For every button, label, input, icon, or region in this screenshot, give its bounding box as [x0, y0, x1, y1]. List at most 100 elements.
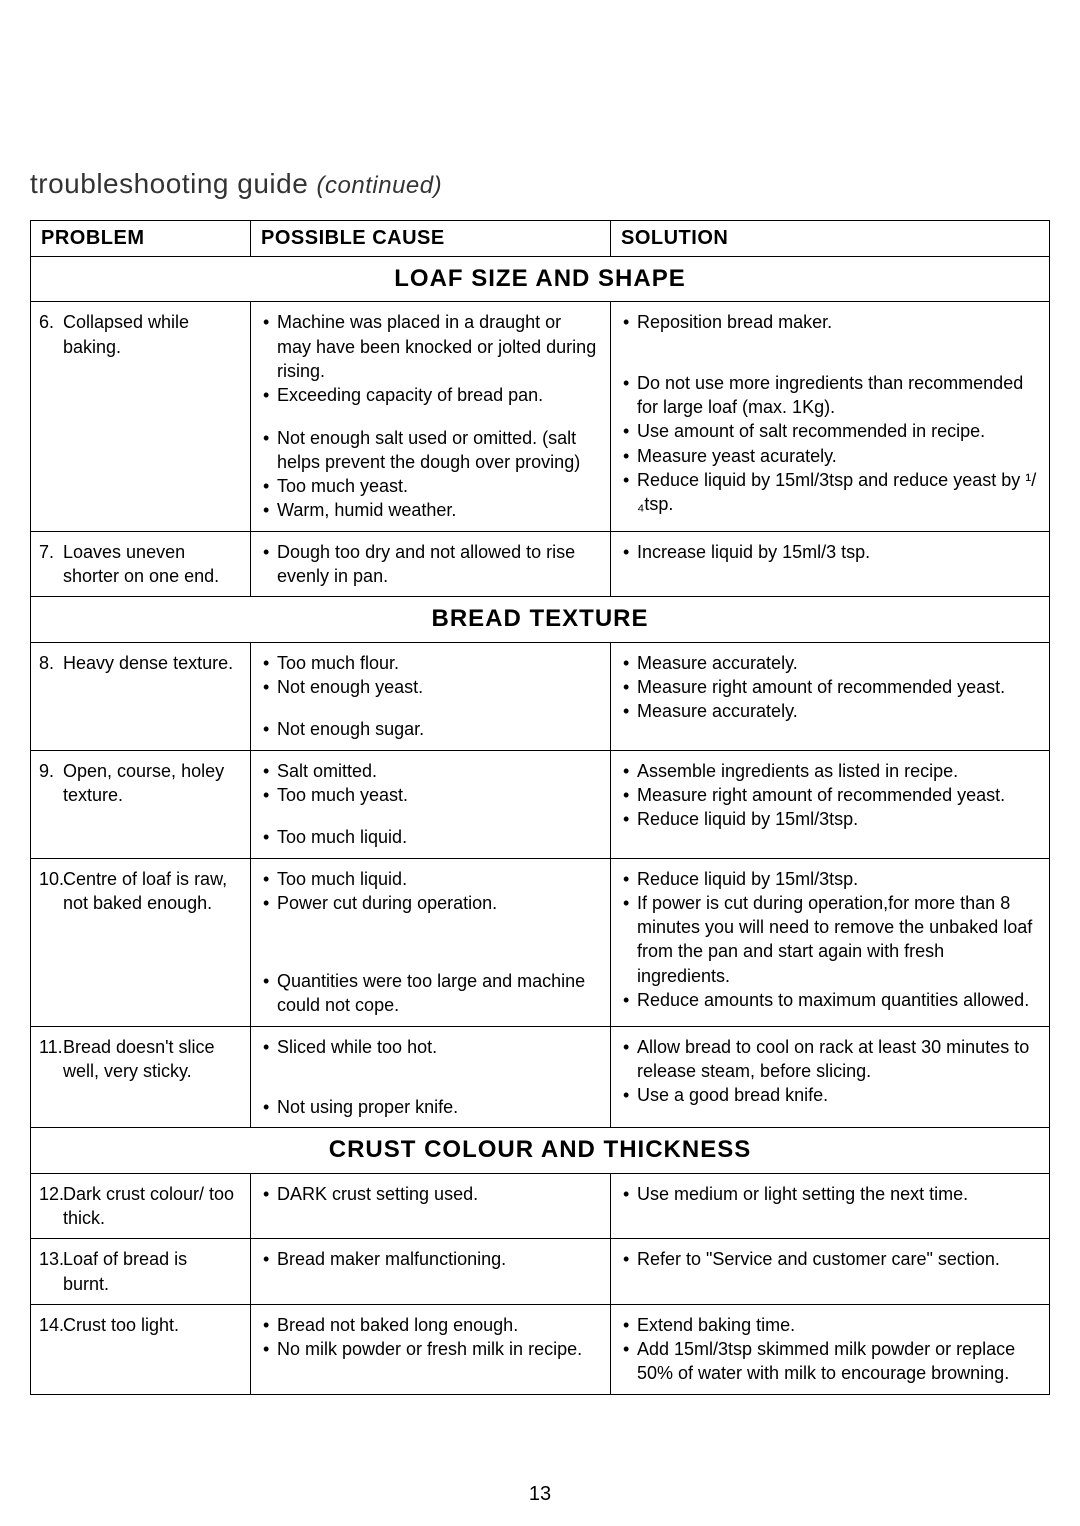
page-title: troubleshooting guide (continued) [30, 168, 1050, 200]
bullet-item: Reposition bread maker. [621, 310, 1039, 334]
bullet-item: Measure accurately. [621, 699, 1039, 723]
bullet-item: Not using proper knife. [261, 1095, 600, 1119]
solution-cell: Assemble ingredients as listed in recipe… [611, 750, 1050, 858]
header-solution: SOLUTION [611, 221, 1050, 257]
bullet-list: Refer to "Service and customer care" sec… [621, 1247, 1039, 1271]
bullet-list: Increase liquid by 15ml/3 tsp. [621, 540, 1039, 564]
problem-text: Loaves uneven shorter on one end. [63, 540, 236, 589]
bullet-list: Bread maker malfunctioning. [261, 1247, 600, 1271]
page-number: 13 [529, 1483, 551, 1506]
solution-cell: Use medium or light setting the next tim… [611, 1173, 1050, 1239]
problem-number: 7. [39, 540, 63, 564]
solution-cell: Increase liquid by 15ml/3 tsp. [611, 531, 1050, 597]
bullet-item: Exceeding capacity of bread pan. [261, 383, 600, 407]
bullet-item: Salt omitted. [261, 759, 600, 783]
bullet-list: Reduce liquid by 15ml/3tsp.If power is c… [621, 867, 1039, 1013]
bullet-item: DARK crust setting used. [261, 1182, 600, 1206]
bullet-list: Too much liquid.Power cut during operati… [261, 867, 600, 1018]
bullet-item: Too much yeast. [261, 474, 600, 498]
problem-text: Crust too light. [63, 1313, 236, 1337]
bullet-item: Extend baking time. [621, 1313, 1039, 1337]
bullet-item: Dough too dry and not allowed to rise ev… [261, 540, 600, 589]
table-row: 7.Loaves uneven shorter on one end.Dough… [31, 531, 1050, 597]
bullet-item: Measure right amount of recommended yeas… [621, 783, 1039, 807]
bullet-item: Do not use more ingredients than recomme… [621, 371, 1039, 420]
problem-number: 11. [39, 1035, 63, 1059]
bullet-item: Quantities were too large and machine co… [261, 969, 600, 1018]
bullet-item: Measure right amount of recommended yeas… [621, 675, 1039, 699]
problem-cell: 14.Crust too light. [31, 1304, 251, 1394]
section-header: BREAD TEXTURE [31, 597, 1050, 642]
bullet-list: Dough too dry and not allowed to rise ev… [261, 540, 600, 589]
table-row: 11.Bread doesn't slice well, very sticky… [31, 1026, 1050, 1128]
bullet-list: Allow bread to cool on rack at least 30 … [621, 1035, 1039, 1108]
bullet-item: Power cut during operation. [261, 891, 600, 915]
bullet-item: No milk powder or fresh milk in recipe. [261, 1337, 600, 1361]
solution-cell: Reduce liquid by 15ml/3tsp.If power is c… [611, 858, 1050, 1026]
bullet-item: If power is cut during operation,for mor… [621, 891, 1039, 988]
bullet-item: Measure yeast acurately. [621, 444, 1039, 468]
problem-text: Collapsed while baking. [63, 310, 236, 359]
bullet-item: Too much liquid. [261, 825, 600, 849]
bullet-item: Increase liquid by 15ml/3 tsp. [621, 540, 1039, 564]
solution-cell: Allow bread to cool on rack at least 30 … [611, 1026, 1050, 1128]
problem-number: 6. [39, 310, 63, 334]
bullet-item: Sliced while too hot. [261, 1035, 600, 1059]
problem-text: Dark crust colour/ too thick. [63, 1182, 236, 1231]
bullet-list: Use medium or light setting the next tim… [621, 1182, 1039, 1206]
bullet-list: Measure accurately.Measure right amount … [621, 651, 1039, 724]
bullet-list: Reposition bread maker. Do not use more i… [621, 310, 1039, 516]
problem-number: 13. [39, 1247, 63, 1271]
table-row: 12.Dark crust colour/ too thick. DARK cru… [31, 1173, 1050, 1239]
section-header: LOAF SIZE AND SHAPE [31, 257, 1050, 302]
cause-cell: DARK crust setting used. [251, 1173, 611, 1239]
problem-number: 10. [39, 867, 63, 891]
problem-number: 8. [39, 651, 63, 675]
cause-cell: Machine was placed in a draught or may h… [251, 302, 611, 531]
bullet-list: Salt omitted.Too much yeast.Too much liq… [261, 759, 600, 850]
problem-text: Centre of loaf is raw, not baked enough. [63, 867, 236, 916]
cause-cell: Sliced while too hot. Not using proper kn… [251, 1026, 611, 1128]
header-cause: POSSIBLE CAUSE [251, 221, 611, 257]
bullet-item: Bread maker malfunctioning. [261, 1247, 600, 1271]
bullet-item: Not enough yeast. [261, 675, 600, 699]
solution-cell: Measure accurately.Measure right amount … [611, 642, 1050, 750]
title-main: troubleshooting guide [30, 168, 317, 199]
bullet-item: Not enough sugar. [261, 717, 600, 741]
problem-number: 12. [39, 1182, 63, 1206]
bullet-list: Extend baking time.Add 15ml/3tsp skimmed… [621, 1313, 1039, 1386]
problem-text: Loaf of bread is burnt. [63, 1247, 236, 1296]
table-row: 6.Collapsed while baking.Machine was pla… [31, 302, 1050, 531]
problem-cell: 6.Collapsed while baking. [31, 302, 251, 531]
bullet-list: DARK crust setting used. [261, 1182, 600, 1206]
bullet-list: Machine was placed in a draught or may h… [261, 310, 600, 522]
problem-cell: 8.Heavy dense texture. [31, 642, 251, 750]
bullet-item: Bread not baked long enough. [261, 1313, 600, 1337]
section-header: CRUST COLOUR AND THICKNESS [31, 1128, 1050, 1173]
bullet-item: Reduce liquid by 15ml/3tsp and reduce ye… [621, 468, 1039, 517]
problem-text: Bread doesn't slice well, very sticky. [63, 1035, 236, 1084]
cause-cell: Dough too dry and not allowed to rise ev… [251, 531, 611, 597]
problem-cell: 9.Open, course, holey texture. [31, 750, 251, 858]
bullet-item: Allow bread to cool on rack at least 30 … [621, 1035, 1039, 1084]
troubleshooting-table: PROBLEM POSSIBLE CAUSE SOLUTION LOAF SIZ… [30, 220, 1050, 1395]
bullet-item: Refer to "Service and customer care" sec… [621, 1247, 1039, 1271]
cause-cell: Too much liquid.Power cut during operati… [251, 858, 611, 1026]
bullet-item: Use amount of salt recommended in recipe… [621, 419, 1039, 443]
problem-number: 9. [39, 759, 63, 783]
problem-cell: 10.Centre of loaf is raw, not baked enou… [31, 858, 251, 1026]
bullet-item: Assemble ingredients as listed in recipe… [621, 759, 1039, 783]
bullet-item: Add 15ml/3tsp skimmed milk powder or rep… [621, 1337, 1039, 1386]
bullet-item: Measure accurately. [621, 651, 1039, 675]
bullet-item: Use a good bread knife. [621, 1083, 1039, 1107]
problem-number: 14. [39, 1313, 63, 1337]
problem-text: Heavy dense texture. [63, 651, 236, 675]
bullet-item: Machine was placed in a draught or may h… [261, 310, 600, 383]
solution-cell: Reposition bread maker. Do not use more i… [611, 302, 1050, 531]
bullet-list: Bread not baked long enough.No milk powd… [261, 1313, 600, 1362]
problem-cell: 12.Dark crust colour/ too thick. [31, 1173, 251, 1239]
bullet-list: Sliced while too hot. Not using proper kn… [261, 1035, 600, 1120]
bullet-item: Reduce liquid by 15ml/3tsp. [621, 807, 1039, 831]
title-continued: (continued) [317, 172, 443, 199]
problem-cell: 7.Loaves uneven shorter on one end. [31, 531, 251, 597]
